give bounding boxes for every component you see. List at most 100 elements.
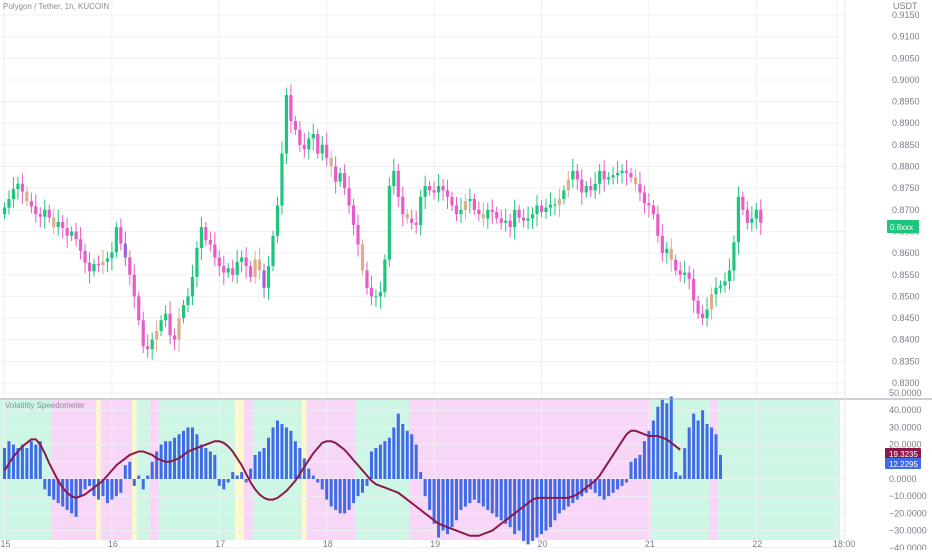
candle-body (696, 300, 700, 314)
candle-body (351, 205, 356, 225)
histogram-bar (714, 434, 718, 479)
histogram-bar (683, 448, 687, 479)
histogram-bar (271, 427, 275, 479)
histogram-bar (405, 430, 409, 479)
candle-body (504, 220, 508, 223)
histogram-bar (526, 479, 530, 545)
indicator-tick-label: 20.0000 (889, 440, 922, 450)
indicator-legend[interactable]: Volatility Speedometer (5, 401, 85, 410)
histogram-bar (692, 413, 696, 479)
histogram-bar (347, 479, 351, 510)
price-tick-label: 0.8950 (892, 97, 920, 107)
histogram-bar (253, 454, 257, 479)
indicator-tick-label: 30.0000 (889, 422, 922, 432)
candle-body (119, 227, 123, 244)
histogram-bar (262, 448, 266, 479)
candle-body (164, 313, 168, 321)
candle-body (522, 217, 526, 221)
histogram-bar (414, 444, 418, 479)
histogram-bar (155, 451, 159, 479)
indicator-state-yellow (234, 400, 244, 540)
indicator-histogram (3, 396, 722, 545)
candle-body (181, 305, 186, 319)
candle-body (141, 320, 145, 347)
histogram-bar (186, 427, 190, 479)
candle-body (754, 209, 758, 219)
time-tick-label: 15 (1, 539, 11, 549)
candle-body (159, 320, 163, 332)
indicator-tick-label: −20.0000 (889, 508, 927, 518)
candle-body (43, 209, 47, 217)
candle-body (642, 192, 647, 204)
candle-body (271, 235, 275, 267)
candle-body (396, 170, 400, 197)
histogram-bar (110, 479, 114, 500)
indicator-line-badge-bg (885, 448, 921, 459)
histogram-bar (647, 430, 651, 479)
histogram-bar (47, 479, 51, 497)
histogram-bar (164, 441, 168, 479)
price-tick-label: 0.8500 (892, 291, 920, 301)
candle-body (74, 231, 78, 240)
histogram-bar (114, 479, 118, 497)
candle-body (530, 214, 535, 219)
histogram-bar (83, 479, 87, 490)
price-axis[interactable]: 0.9150 0.9100 0.9050 0.9000 0.8950 0.8900 0.88… (892, 10, 920, 388)
histogram-bar (356, 479, 360, 497)
candle-body (472, 199, 476, 210)
histogram-bar (410, 434, 414, 479)
indicator-tick-label: 50.0000 (889, 388, 922, 398)
candle-body (687, 272, 691, 280)
candle-body (656, 214, 660, 236)
indicator-hist-badge: 12.2295 (885, 458, 921, 469)
candle-body (517, 209, 521, 218)
indicator-state-pink (100, 400, 133, 540)
price-tick-label: 0.9150 (892, 10, 920, 20)
histogram-bar (513, 479, 517, 535)
candle-body (495, 211, 499, 219)
time-axis[interactable]: 15 16 17 18 19 20 21 22 18:00 (1, 539, 856, 549)
candle-body (262, 270, 266, 288)
candle-body (450, 196, 454, 206)
candle-body (432, 190, 436, 193)
candle-body (750, 218, 754, 223)
candle-body (445, 190, 450, 197)
histogram-bar (642, 441, 646, 479)
candle-body (620, 170, 624, 174)
histogram-bar (119, 479, 123, 493)
indicator-signal-line (3, 429, 681, 537)
candle-body (401, 196, 405, 215)
candle-body (11, 189, 16, 199)
last-price-badge-bg (887, 220, 919, 233)
candle-body (669, 248, 673, 260)
candle-body (213, 244, 217, 258)
price-tick-label: 0.9000 (892, 75, 920, 85)
price-tick-label: 0.8600 (892, 248, 920, 258)
histogram-bar (607, 479, 611, 497)
histogram-bar (566, 479, 570, 507)
candle-body (190, 276, 195, 297)
candle-body (275, 205, 280, 236)
candle-body (70, 231, 74, 236)
histogram-bar (3, 448, 6, 479)
histogram-bar (249, 468, 253, 479)
histogram-bar (544, 479, 548, 531)
symbol-legend[interactable]: Polygon / Tether, 1h, KUCOIN (3, 2, 109, 11)
histogram-bar (105, 479, 109, 504)
candle-body (83, 250, 87, 263)
candle-body (146, 346, 150, 350)
candle-body (110, 252, 114, 259)
indicator-state-yellow (96, 400, 101, 540)
candle-body (132, 274, 136, 297)
candle-body (204, 227, 208, 241)
candle-body (683, 272, 687, 275)
candle-body (602, 170, 606, 180)
candle-body (114, 227, 118, 253)
candle-body (334, 166, 338, 182)
histogram-bar (88, 479, 92, 486)
histogram-bar (235, 475, 239, 479)
histogram-bar (517, 479, 521, 531)
histogram-bar (616, 479, 620, 490)
time-tick-label: 18:00 (833, 539, 856, 549)
histogram-bar (52, 479, 56, 500)
